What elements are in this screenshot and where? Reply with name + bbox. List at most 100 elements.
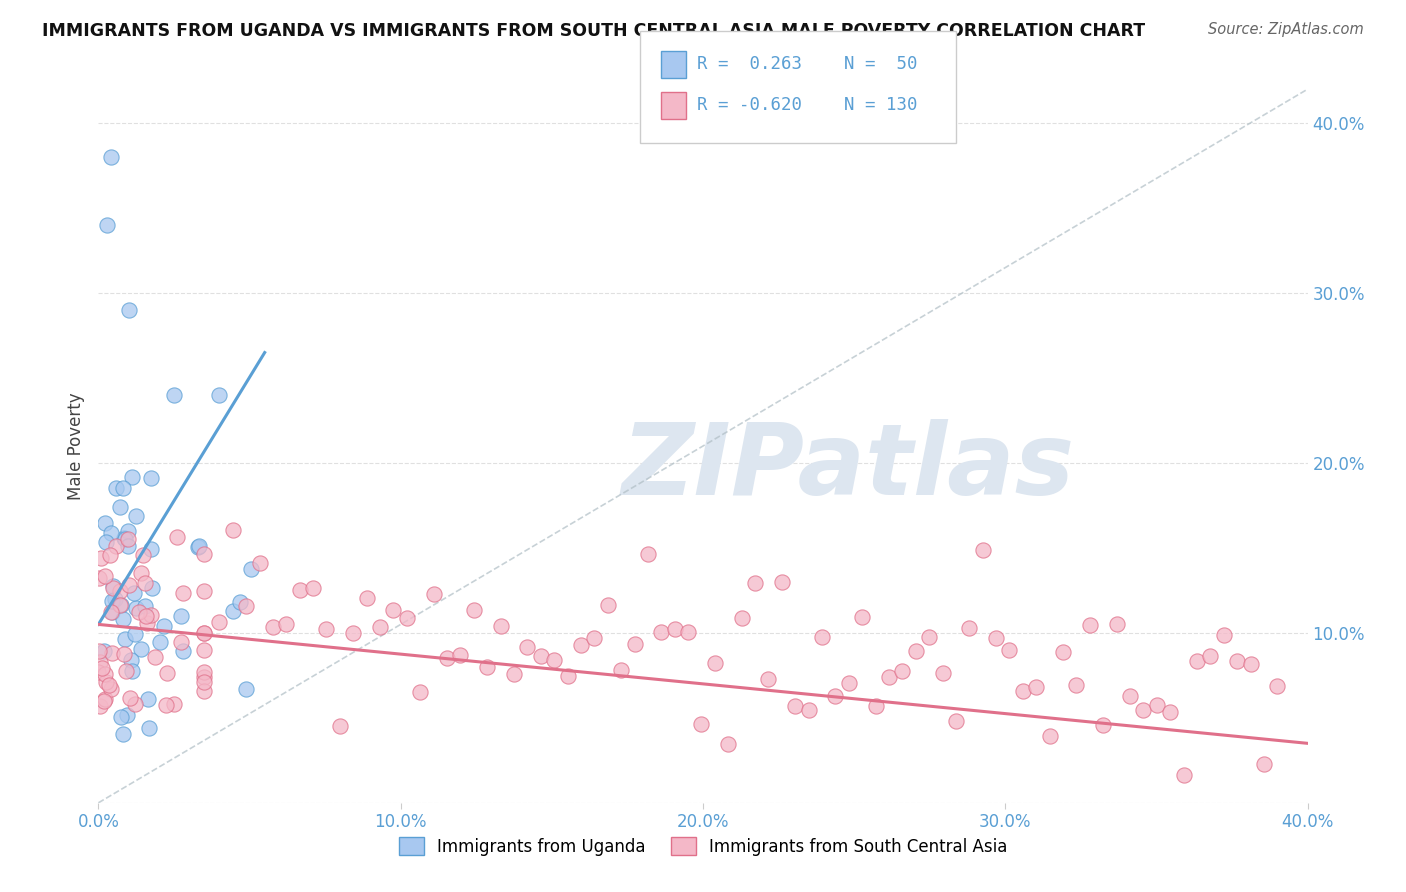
Point [124,627,146,641]
Point [96,218,118,232]
Point [583,632,606,646]
Point [972,542,994,557]
Point [90,550,112,565]
Point [166,530,188,544]
Point [676,625,699,640]
Point [262,620,284,634]
Point [569,638,592,652]
Point [276,617,298,632]
Point [135,615,157,630]
Point [129,566,152,580]
Point [114,533,136,547]
Point [104,539,127,553]
Point [108,598,131,612]
Point [94,516,117,530]
Point [931,666,953,681]
Text: ZIPatlas: ZIPatlas [621,419,1074,516]
Point [877,670,900,684]
Point [516,640,538,654]
Point [163,697,186,711]
Point [89,655,111,669]
Point [105,481,128,495]
Point [155,698,177,713]
Point [134,575,156,590]
Point [94,675,117,690]
Y-axis label: Male Poverty: Male Poverty [67,392,86,500]
Point [865,698,887,713]
Point [329,718,352,732]
Point [229,595,252,609]
Point [193,626,215,640]
Point [623,637,645,651]
Point [1146,698,1168,713]
Point [112,612,135,626]
Point [115,664,138,678]
Point [170,635,193,649]
Point [744,576,766,591]
Point [543,653,565,667]
Point [125,509,148,524]
Point [100,682,122,697]
Point [811,630,834,644]
Point [477,660,499,674]
Point [395,611,418,625]
Point [249,556,271,570]
Point [1052,645,1074,659]
Point [797,703,820,717]
Point [87,571,110,585]
Point [138,721,160,735]
Point [851,610,873,624]
Point [489,618,512,632]
Point [1226,654,1249,668]
Point [152,619,174,633]
Point [1039,729,1062,743]
Point [139,608,162,623]
Point [463,603,485,617]
Point [368,620,391,634]
Point [637,547,659,561]
Point [208,388,231,402]
Point [94,692,117,706]
Point [1267,679,1289,693]
Point [824,689,846,703]
Point [409,685,432,699]
Point [449,648,471,662]
Point [108,583,131,598]
Point [110,710,132,724]
Point [124,698,146,712]
Point [235,681,257,696]
Point [163,388,186,402]
Point [382,602,405,616]
Point [758,672,780,686]
Point [87,644,110,658]
Point [222,603,245,617]
Text: R =  0.263    N =  50: R = 0.263 N = 50 [697,55,918,73]
Point [114,647,136,661]
Point [125,600,148,615]
Point [302,581,325,595]
Point [132,548,155,562]
Point [134,599,156,614]
Point [904,644,927,658]
Point [193,547,215,561]
Point [945,714,967,728]
Point [730,611,752,625]
Point [1159,705,1181,719]
Text: R = -0.620    N = 130: R = -0.620 N = 130 [697,96,918,114]
Point [690,717,713,731]
Point [1092,718,1115,732]
Point [1025,680,1047,694]
Point [93,568,115,582]
Point [664,622,686,636]
Point [596,599,619,613]
Point [118,303,141,318]
Point [193,674,215,689]
Point [172,586,194,600]
Point [101,594,124,608]
Point [193,670,215,684]
Point [135,608,157,623]
Point [96,535,118,549]
Point [103,579,125,593]
Point [118,578,141,592]
Point [115,708,138,723]
